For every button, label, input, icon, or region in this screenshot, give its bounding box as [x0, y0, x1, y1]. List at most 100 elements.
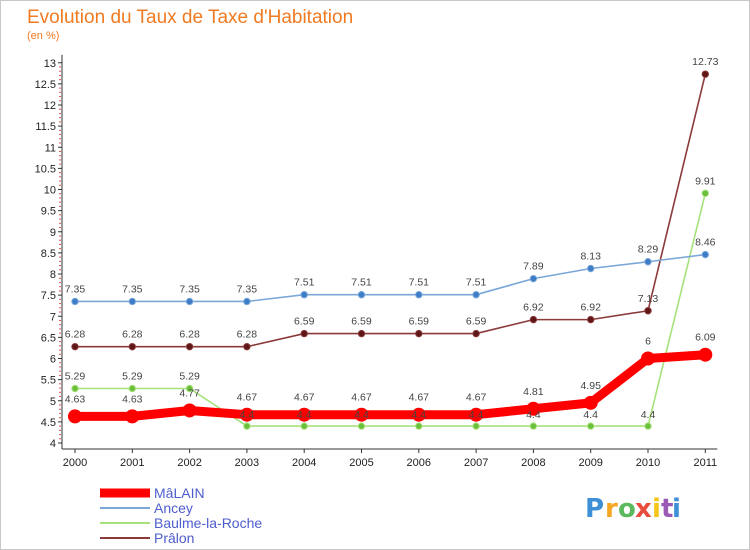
- data-label-3: 6.59: [294, 316, 315, 328]
- series-point-2: [415, 422, 423, 430]
- series-line-0: [70, 350, 710, 421]
- series-point-1: [71, 297, 79, 306]
- series-point-1: [472, 291, 480, 299]
- y-tick-label: 5.5: [41, 375, 56, 387]
- series-point-3: [71, 342, 79, 351]
- series-point-2: [529, 422, 538, 430]
- data-label-1: 7.35: [122, 283, 143, 295]
- data-label-3: 6.59: [409, 316, 430, 328]
- data-label-2: 4.4: [641, 409, 656, 421]
- logo-letter: r: [605, 494, 618, 524]
- data-label-1: 7.51: [351, 277, 372, 289]
- series-point-1: [300, 291, 308, 299]
- data-label-1: 8.29: [638, 244, 659, 256]
- series-line-2: [74, 192, 707, 427]
- series-point-1: [357, 291, 366, 299]
- series-point-1: [644, 258, 652, 266]
- logo-letter: t: [661, 494, 673, 524]
- x-tick-label: 2008: [521, 457, 545, 469]
- data-label-0: 4.67: [294, 392, 315, 404]
- x-tick-label: 2004: [292, 457, 316, 469]
- series-point-0: [698, 347, 713, 362]
- data-label-2: 4.4: [583, 409, 598, 421]
- data-label-2: 4.4: [469, 409, 484, 421]
- series-point-2: [71, 384, 79, 393]
- data-label-2: 5.29: [65, 370, 86, 382]
- legend-label-0: MâLAIN: [154, 485, 205, 501]
- logo-letter: o: [618, 494, 636, 524]
- data-label-1: 8.46: [695, 237, 716, 249]
- x-tick-label: 2010: [636, 457, 660, 469]
- series-point-3: [644, 307, 652, 315]
- data-label-0: 4.67: [409, 392, 430, 404]
- data-label-0: 4.63: [122, 393, 143, 405]
- series-point-0: [469, 407, 484, 422]
- series-line-1: [74, 253, 707, 303]
- y-tick-label: 4: [50, 438, 56, 450]
- data-label-0: 4.95: [580, 380, 601, 392]
- series-point-0: [411, 407, 426, 422]
- x-tick-label: 2006: [407, 457, 431, 469]
- data-label-3: 6.28: [122, 329, 143, 341]
- legend-label-1: Ancey: [154, 500, 193, 516]
- x-tick-label: 2011: [693, 457, 717, 469]
- data-label-0: 4.63: [65, 393, 86, 405]
- series-point-0: [125, 409, 140, 424]
- chart-title: Evolution du Taux de Taxe d'Habitation: [27, 7, 354, 28]
- series-point-3: [243, 342, 251, 351]
- data-label-2: 4.4: [240, 409, 255, 421]
- data-label-1: 7.51: [409, 277, 430, 289]
- logo-letter: i: [652, 494, 661, 524]
- y-tick-label: 10.5: [35, 163, 56, 175]
- x-tick-label: 2000: [63, 457, 87, 469]
- data-label-3: 6.28: [65, 329, 86, 341]
- data-label-1: 7.35: [65, 283, 86, 295]
- x-tick-label: 2009: [578, 457, 602, 469]
- y-tick-label: 13: [44, 58, 56, 70]
- data-label-0: 4.67: [466, 392, 487, 404]
- series-line-3: [74, 73, 707, 348]
- y-tick-label: 8: [50, 269, 56, 281]
- data-label-1: 7.51: [466, 277, 487, 289]
- data-label-1: 7.89: [523, 261, 544, 273]
- data-label-2: 5.29: [179, 370, 200, 382]
- data-label-2: 4.4: [297, 409, 312, 421]
- series-point-3: [357, 329, 366, 338]
- series-point-2: [644, 422, 652, 430]
- series-point-0: [239, 407, 254, 422]
- series-point-2: [243, 422, 251, 430]
- data-label-1: 7.35: [179, 283, 200, 295]
- series-point-3: [128, 342, 137, 351]
- data-label-3: 6.59: [351, 316, 372, 328]
- legend-label-3: Prâlon: [154, 530, 194, 546]
- chart-unit-label: (en %): [27, 30, 60, 42]
- y-tick-label: 7.5: [41, 290, 56, 302]
- y-tick-label: 4.5: [41, 417, 56, 429]
- y-tick-label: 9: [50, 227, 56, 239]
- series-point-1: [415, 291, 423, 299]
- x-tick-label: 2002: [177, 457, 201, 469]
- series-point-2: [472, 422, 480, 430]
- series-point-0: [297, 407, 312, 422]
- y-tick-label: 8.5: [41, 248, 56, 260]
- series-point-3: [529, 315, 538, 324]
- data-label-2: 9.91: [695, 175, 716, 187]
- y-tick-label: 7: [50, 311, 56, 323]
- data-label-3: 12.73: [692, 56, 718, 68]
- data-label-2: 4.4: [354, 409, 369, 421]
- series-point-0: [182, 403, 197, 418]
- series-point-0: [641, 351, 655, 366]
- y-tick-label: 6: [50, 354, 56, 366]
- series-point-0: [68, 409, 82, 424]
- series-point-1: [701, 250, 709, 259]
- series-point-2: [300, 422, 308, 430]
- series-point-1: [243, 297, 251, 306]
- data-label-3: 7.13: [638, 293, 659, 305]
- series-point-1: [587, 264, 595, 273]
- legend-label-2: Baulme-la-Roche: [154, 515, 262, 531]
- data-label-1: 7.51: [294, 277, 315, 289]
- data-label-1: 7.35: [237, 283, 258, 295]
- y-tick-label: 5: [50, 396, 56, 408]
- series-point-0: [354, 407, 369, 422]
